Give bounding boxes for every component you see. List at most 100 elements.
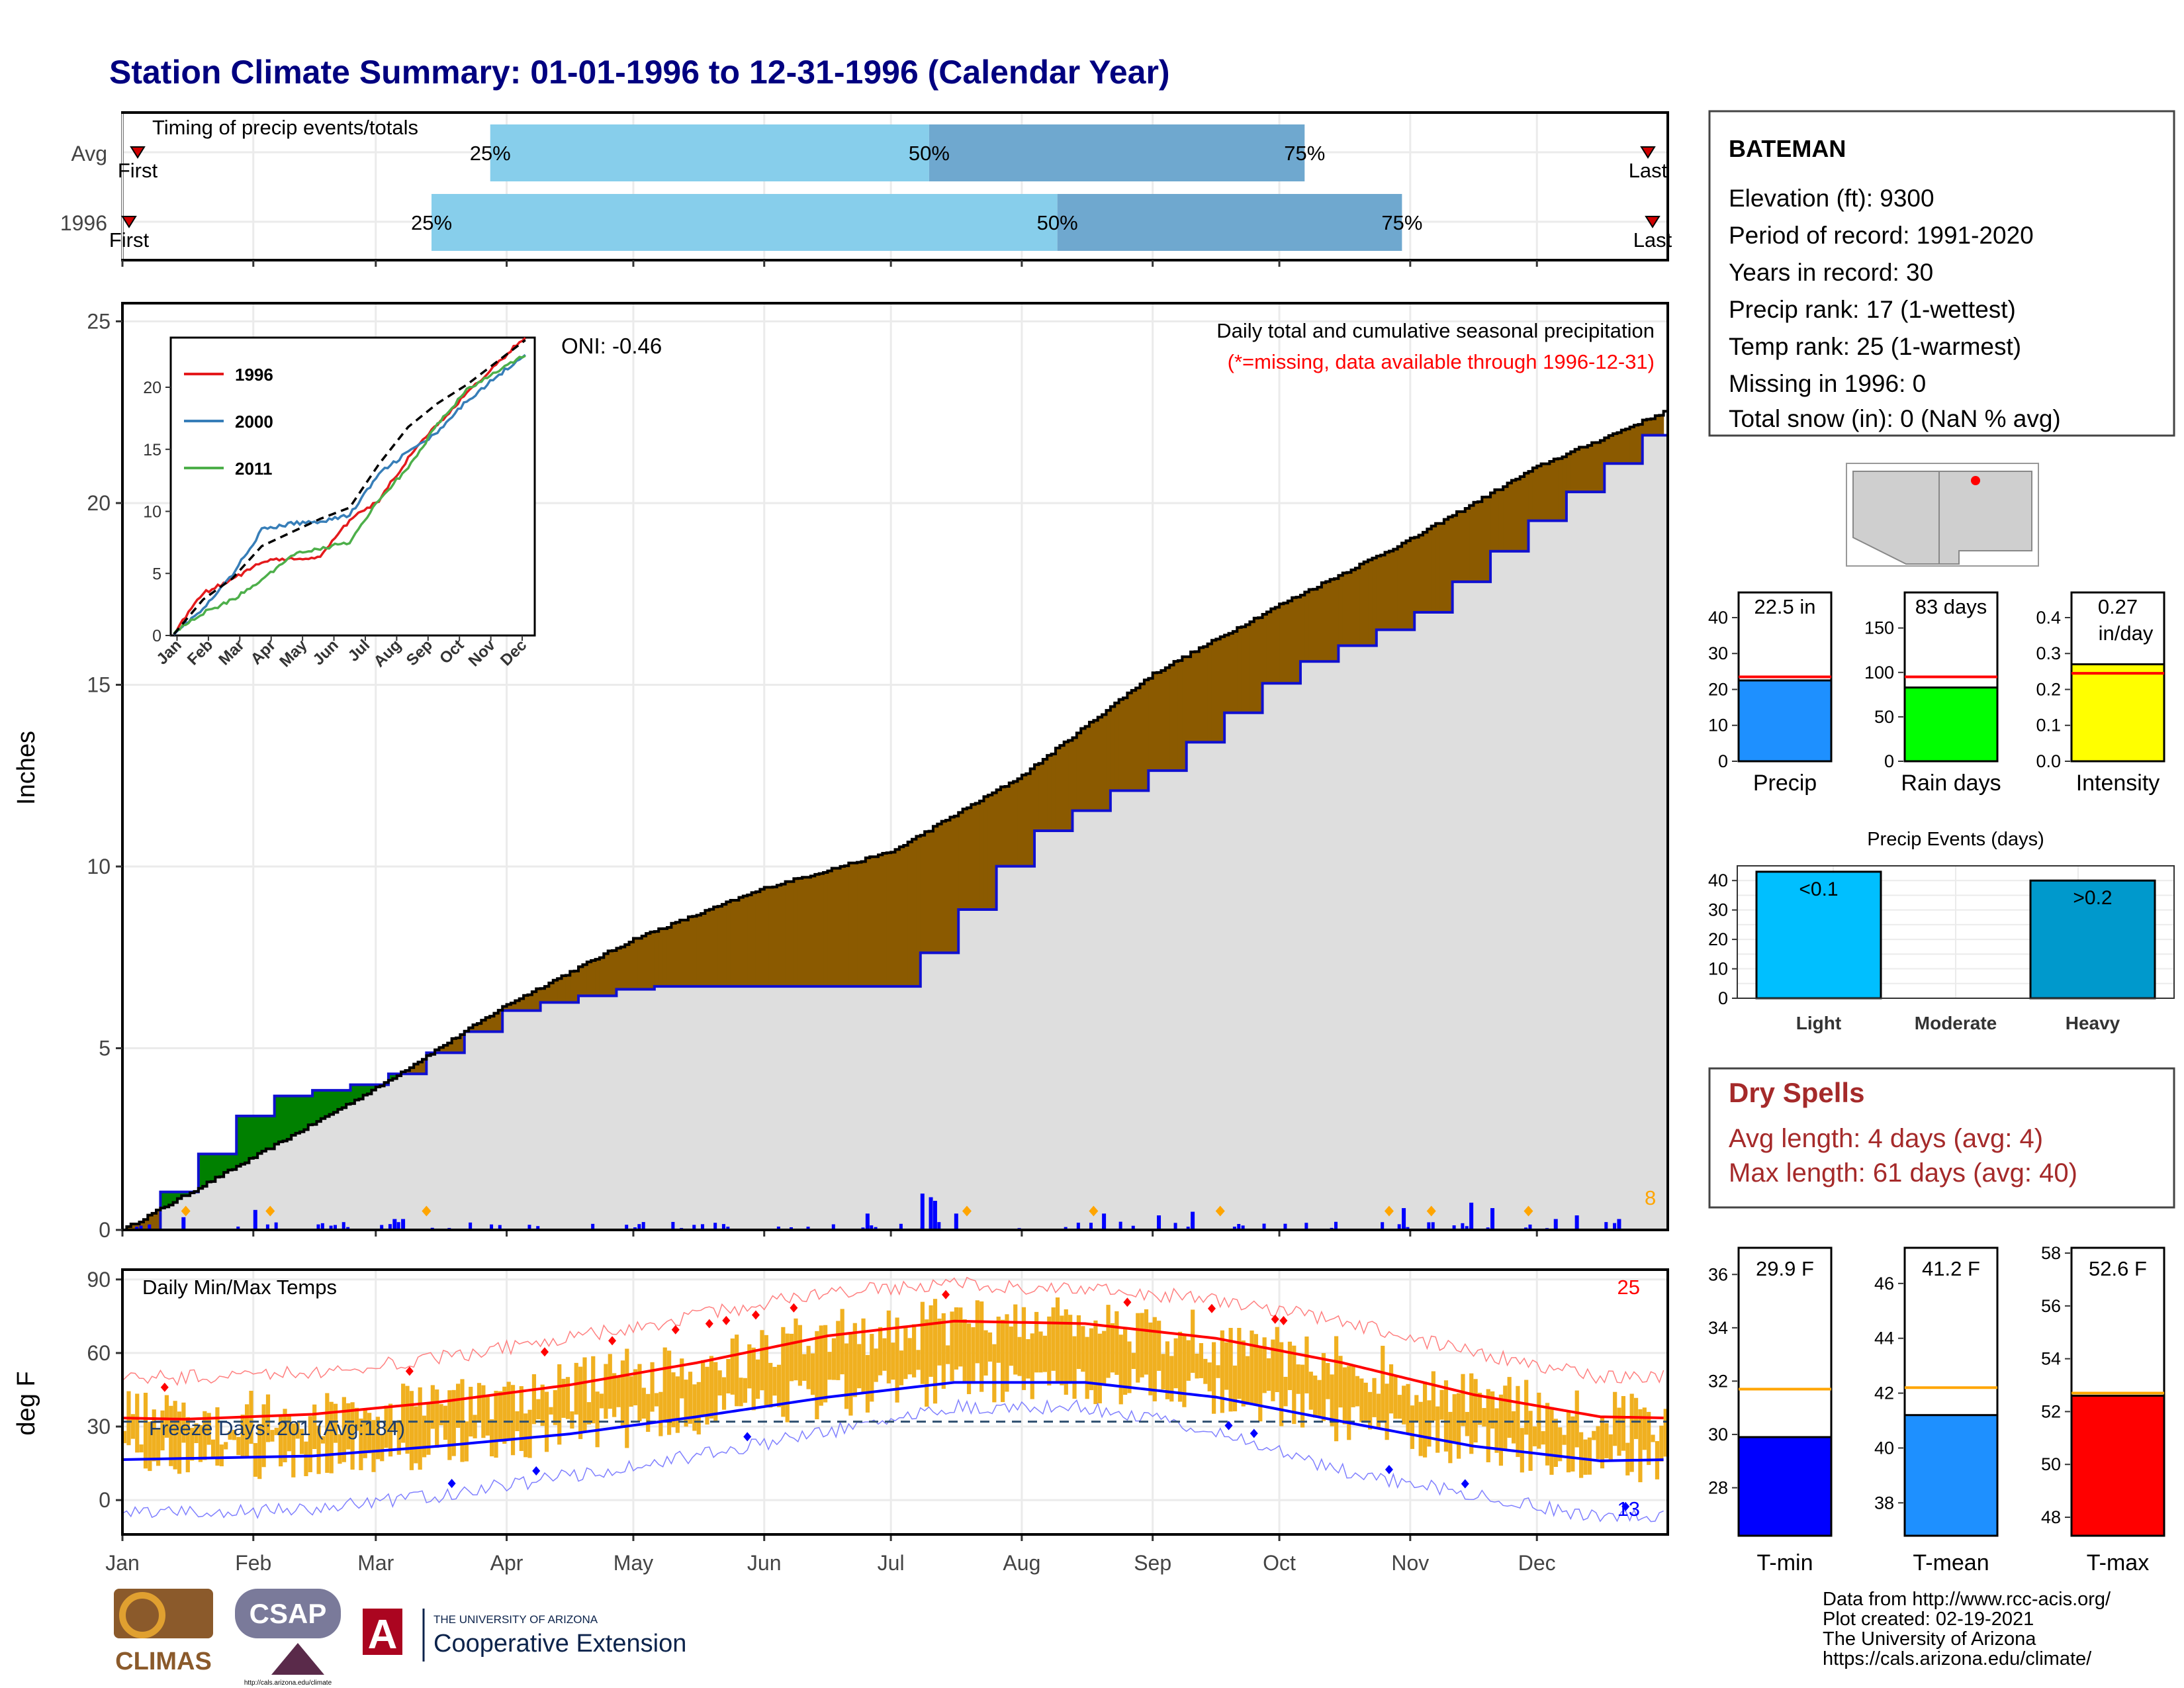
daily-temp-bar — [1296, 1364, 1300, 1394]
daily-temp-bar — [717, 1370, 722, 1396]
daily-precip-bar — [329, 1225, 333, 1230]
daily-temp-bar — [194, 1423, 199, 1444]
daily-precip-bar — [1089, 1223, 1093, 1230]
tbar-tick-label-T-min-1: 30 — [1708, 1425, 1728, 1444]
map-station-dot — [1971, 476, 1980, 485]
csap-logo-mountain — [271, 1643, 324, 1675]
precip-diff-day — [1047, 755, 1052, 831]
month-label-Sep: Sep — [1134, 1551, 1171, 1575]
daily-precip-bar — [490, 1224, 494, 1230]
daily-temp-bar — [794, 1318, 798, 1381]
precip-diff-day — [1241, 626, 1246, 713]
precip-diff-day — [1651, 418, 1656, 436]
precip-diff-day — [1574, 449, 1580, 492]
timing-label-q50-Avg: 50% — [909, 142, 950, 165]
record-min-marker-7 — [1621, 1501, 1630, 1511]
timing-label-q25-Avg: 25% — [470, 142, 511, 165]
daily-temp-bar — [764, 1335, 768, 1407]
timing-label-q50-1996: 50% — [1037, 211, 1078, 234]
daily-temp-bar — [1524, 1380, 1529, 1435]
precip-diff-day — [1296, 596, 1301, 684]
precip-diff-day — [1465, 508, 1470, 582]
daily-temp-bar — [1397, 1395, 1402, 1419]
dry-spells-avg: Avg length: 4 days (avg: 4) — [1729, 1124, 2043, 1153]
precip-y-label: Inches — [13, 731, 40, 805]
daily-temp-bar — [696, 1382, 701, 1434]
csap-logo-text: CSAP — [250, 1598, 327, 1629]
daily-temp-bar — [1659, 1425, 1664, 1462]
daily-temp-bar — [557, 1364, 562, 1445]
daily-temp-bar — [1076, 1315, 1081, 1370]
daily-temp-bar — [1047, 1316, 1052, 1385]
precip-diff-day — [1026, 773, 1031, 867]
summary-tick-label-Rain days-1: 50 — [1874, 707, 1894, 727]
daily-temp-bar — [464, 1421, 469, 1462]
record-max-line — [122, 1276, 1664, 1386]
precip-diff-day — [840, 866, 845, 987]
precip-diff-day — [1338, 575, 1343, 646]
daily-precip-bar — [870, 1225, 874, 1230]
precip-ytick-label-0: 0 — [99, 1218, 111, 1242]
precip-diff-day — [1498, 489, 1504, 551]
precip-diff-day — [1186, 657, 1191, 743]
daily-precip-bar-major-13 — [1469, 1202, 1474, 1230]
daily-temp-bar — [620, 1360, 625, 1428]
daily-temp-bar — [815, 1331, 819, 1419]
precip-diff-day — [1207, 643, 1212, 743]
temp-panel: 0 30 60 90 deg F Daily Min/Max Temps Freeze… — [13, 1268, 1669, 1575]
daily-temp-bar — [1359, 1378, 1364, 1423]
precip-diff-day — [1625, 429, 1631, 464]
daily-precip-bar — [637, 1224, 641, 1230]
summary-label-Rain days: Rain days — [1901, 771, 2001, 796]
tbar-bar-T-min — [1737, 1436, 1833, 1537]
daily-temp-bar — [177, 1411, 182, 1474]
daily-temp-bar — [553, 1390, 557, 1425]
precip-record-marker-3 — [962, 1205, 972, 1217]
tbar-tick-label-T-mean-0: 38 — [1874, 1493, 1894, 1513]
daily-temp-bar — [797, 1325, 802, 1386]
daily-temp-bar — [350, 1402, 355, 1470]
precip-diff-day — [1068, 740, 1073, 831]
daily-temp-bar — [608, 1354, 612, 1409]
precip-diff-day — [426, 1053, 432, 1056]
daily-temp-bar — [506, 1382, 511, 1440]
tbar-tick-label-T-max-0: 48 — [2041, 1507, 2061, 1527]
daily-temp-bar — [633, 1369, 638, 1405]
record-min-marker-0 — [447, 1479, 456, 1489]
daily-temp-bar — [392, 1423, 397, 1430]
precip-diff-day — [979, 801, 985, 910]
precip-diff-day — [1422, 532, 1428, 613]
precip-diff-day — [215, 1154, 220, 1178]
precip-diff-day — [1051, 753, 1056, 831]
normal-min-line — [122, 1381, 1664, 1462]
daily-temp-bar — [760, 1330, 764, 1391]
daily-precip-bar — [135, 1227, 139, 1230]
precip-diff-day — [1385, 552, 1390, 630]
first-marker-Avg — [130, 146, 146, 159]
precip-diff-day — [1321, 583, 1326, 662]
precip-diff-day — [815, 874, 820, 987]
precip-diff-day — [1203, 646, 1208, 743]
precip-record-marker-8 — [1524, 1205, 1533, 1217]
record-max-marker-3 — [608, 1336, 617, 1346]
precip-diff-day — [156, 1209, 161, 1230]
precip-diff-day — [1102, 714, 1107, 811]
precip-diff-day — [1123, 698, 1128, 791]
precip-diff-day — [1115, 702, 1120, 791]
daily-temp-bar — [1503, 1385, 1508, 1452]
summary-label-Intensity: Intensity — [2076, 771, 2160, 796]
inset-series-2011 — [173, 354, 526, 635]
precip-diff-day — [1558, 458, 1563, 521]
summary-tick-label-Precip-4: 40 — [1708, 608, 1728, 628]
inset-legend-label-2000: 2000 — [235, 412, 273, 432]
daily-temp-bar — [781, 1327, 786, 1417]
precip-diff-day — [1275, 607, 1280, 684]
precip-diff-day — [1402, 543, 1407, 630]
daily-temp-bar — [768, 1362, 773, 1408]
precip-diff-day — [164, 1192, 169, 1207]
events-tick-label-1: 10 — [1708, 959, 1728, 979]
daily-temp-bar — [1330, 1374, 1334, 1427]
precip-diff-day — [502, 1006, 508, 1011]
daily-temp-bar — [595, 1391, 600, 1448]
precip-diff-day — [1579, 447, 1584, 492]
